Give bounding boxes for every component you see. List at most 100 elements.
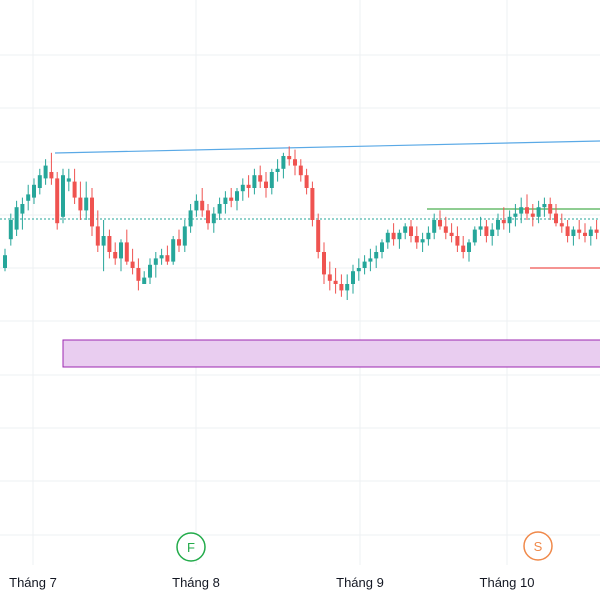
candle[interactable] [583,223,587,243]
candle[interactable] [113,242,118,265]
candle[interactable] [420,232,425,252]
candle[interactable] [159,248,164,265]
candle[interactable] [171,236,176,265]
resistance-trendline[interactable] [54,140,600,154]
candle[interactable] [26,184,31,211]
candle[interactable] [588,226,593,246]
candle[interactable] [432,213,437,240]
candle[interactable] [403,223,408,240]
candle[interactable] [449,223,454,243]
candle[interactable] [356,258,361,281]
candle[interactable] [298,159,303,182]
candle[interactable] [455,226,460,252]
candle[interactable] [258,165,263,188]
candle[interactable] [84,181,89,220]
candle[interactable] [136,258,141,291]
candle[interactable] [426,226,431,246]
candle[interactable] [235,188,239,211]
candle[interactable] [148,258,152,284]
candle[interactable] [177,229,181,252]
candle[interactable] [153,252,158,278]
candle[interactable] [32,178,36,204]
candle[interactable] [61,168,65,224]
candle[interactable] [14,200,19,236]
candle[interactable] [513,204,518,227]
candle[interactable] [95,210,100,252]
candle[interactable] [525,194,529,220]
candle[interactable] [37,168,42,195]
candle[interactable] [409,220,413,243]
candle[interactable] [194,194,199,217]
candle[interactable] [287,146,292,166]
candle[interactable] [142,271,147,284]
candle[interactable] [594,220,599,240]
candle[interactable] [316,213,321,259]
candle[interactable] [206,204,210,230]
candle[interactable] [380,239,384,259]
candle[interactable] [101,220,106,272]
candle[interactable] [264,172,268,198]
candle[interactable] [554,204,558,227]
candle[interactable] [275,159,280,182]
candle[interactable] [478,216,483,236]
candle[interactable] [414,226,419,249]
candle[interactable] [542,197,547,217]
candle[interactable] [217,197,222,220]
candle[interactable] [496,213,500,236]
candle[interactable] [530,204,535,227]
candle[interactable] [165,245,170,265]
candle[interactable] [229,188,234,208]
candle[interactable] [391,223,396,246]
candle[interactable] [559,213,564,233]
candle[interactable] [211,207,216,233]
candle[interactable] [501,207,506,230]
candle[interactable] [368,248,373,272]
candle[interactable] [571,226,576,246]
candle[interactable] [281,152,286,179]
candle[interactable] [119,239,123,272]
candle[interactable] [20,197,25,230]
candle[interactable] [200,188,205,217]
candle[interactable] [107,229,112,259]
candle[interactable] [66,168,71,192]
candle[interactable] [333,268,338,294]
candle[interactable] [90,188,94,236]
candle[interactable] [55,172,60,230]
event-marker-s[interactable]: S [523,531,553,561]
candle[interactable] [536,200,541,224]
candle[interactable] [438,210,442,230]
candle[interactable] [548,197,553,220]
candle[interactable] [374,245,379,268]
candle[interactable] [362,255,367,275]
candle[interactable] [461,236,466,259]
candle[interactable] [519,197,524,224]
candle[interactable] [223,191,228,214]
candle[interactable] [269,168,274,195]
support-zone[interactable] [62,339,600,368]
candle[interactable] [322,242,326,284]
candle[interactable] [351,264,355,294]
candle[interactable] [467,239,471,262]
candle[interactable] [130,248,135,275]
candle[interactable] [188,204,193,233]
candle[interactable] [443,216,448,240]
candle[interactable] [565,220,570,243]
candle[interactable] [72,168,77,204]
candle[interactable] [327,261,332,291]
candle[interactable] [472,226,477,246]
candle[interactable] [252,168,257,195]
candle[interactable] [397,229,402,249]
candle[interactable] [345,274,350,300]
candle[interactable] [3,248,7,272]
candle[interactable] [240,178,245,201]
candle[interactable] [246,175,251,198]
candle[interactable] [304,168,309,195]
candle[interactable] [385,229,390,249]
candle[interactable] [577,220,582,240]
candle[interactable] [49,152,54,185]
event-marker-f[interactable]: F [176,532,206,562]
candle[interactable] [507,210,512,233]
candle[interactable] [484,220,489,243]
candle[interactable] [339,274,344,297]
